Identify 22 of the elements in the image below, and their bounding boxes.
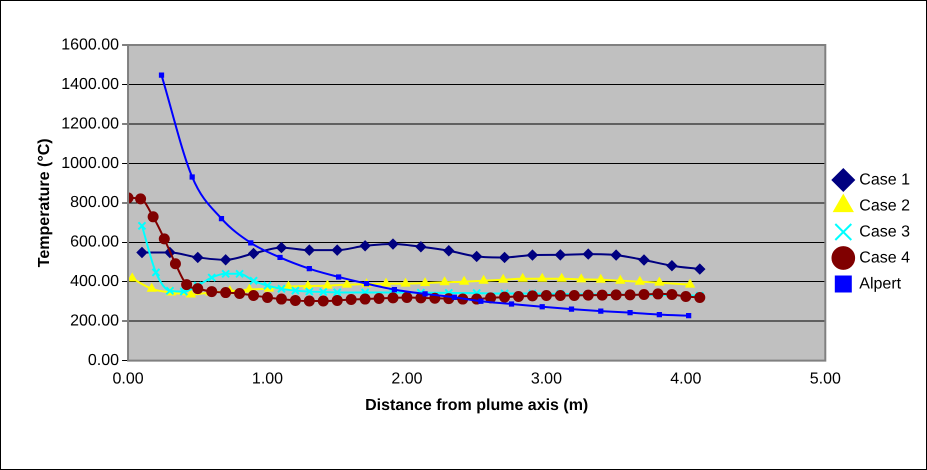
y-tick-label: 1600.00 xyxy=(61,36,120,54)
y-tick-label: 200.00 xyxy=(70,312,120,330)
y-tick-label: 1000.00 xyxy=(61,154,120,172)
x-tick-label: 4.00 xyxy=(670,370,702,388)
x-axis-title: Distance from plume axis (m) xyxy=(365,396,588,414)
x-tick-label: 0.00 xyxy=(112,370,144,388)
y-tick-label: 800.00 xyxy=(70,194,120,212)
x-tick-label: 2.00 xyxy=(391,370,423,388)
legend-label: Case 3 xyxy=(859,223,910,240)
y-tick-label: 0.00 xyxy=(88,352,120,370)
legend-label: Case 2 xyxy=(859,197,910,214)
y-tick-label: 600.00 xyxy=(70,234,120,251)
y-tick-label: 1200.00 xyxy=(61,115,120,132)
legend-label: Case 1 xyxy=(859,171,910,188)
y-tick-label: 400.00 xyxy=(70,273,120,290)
legend-label: Alpert xyxy=(859,275,902,292)
y-axis-title: Temperature (°C) xyxy=(36,138,54,268)
y-tick-label: 1400.00 xyxy=(61,76,120,93)
x-tick-label: 1.00 xyxy=(252,370,284,388)
legend-label: Case 4 xyxy=(859,249,910,266)
x-tick-label: 3.00 xyxy=(530,370,562,388)
x-tick-label: 5.00 xyxy=(810,370,841,388)
